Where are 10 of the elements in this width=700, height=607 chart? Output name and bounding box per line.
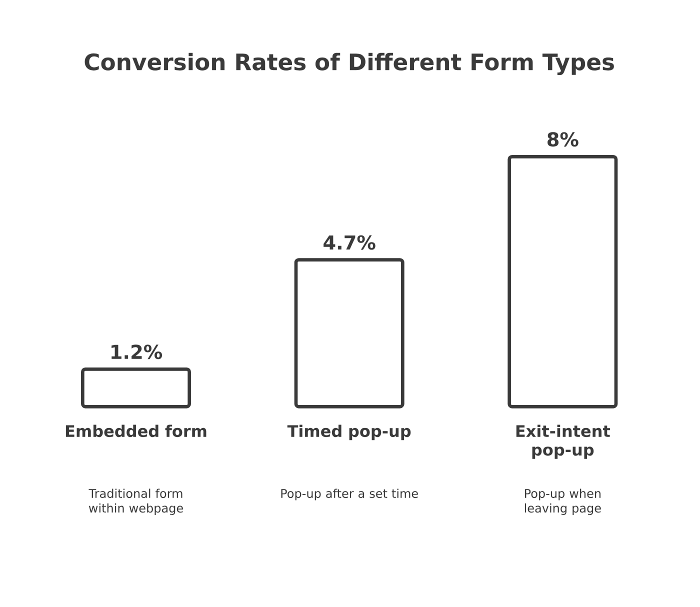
x-tick-label: Timed pop-up	[287, 424, 411, 440]
x-tick-label: Embedded form	[66, 424, 206, 438]
chart-title: Conversion Rates of Different Form Types	[84, 53, 614, 76]
text: Pop-up after a set time	[281, 488, 418, 500]
data-label: 8%	[548, 132, 578, 147]
text: Traditional form within webpage	[88, 488, 183, 516]
data-label: 4.7%	[324, 235, 376, 250]
x-tick-label: Exit-intent pop-up	[516, 424, 610, 460]
data-label: 1.2%	[112, 344, 162, 360]
text: Pop-up when leaving page	[524, 488, 601, 516]
